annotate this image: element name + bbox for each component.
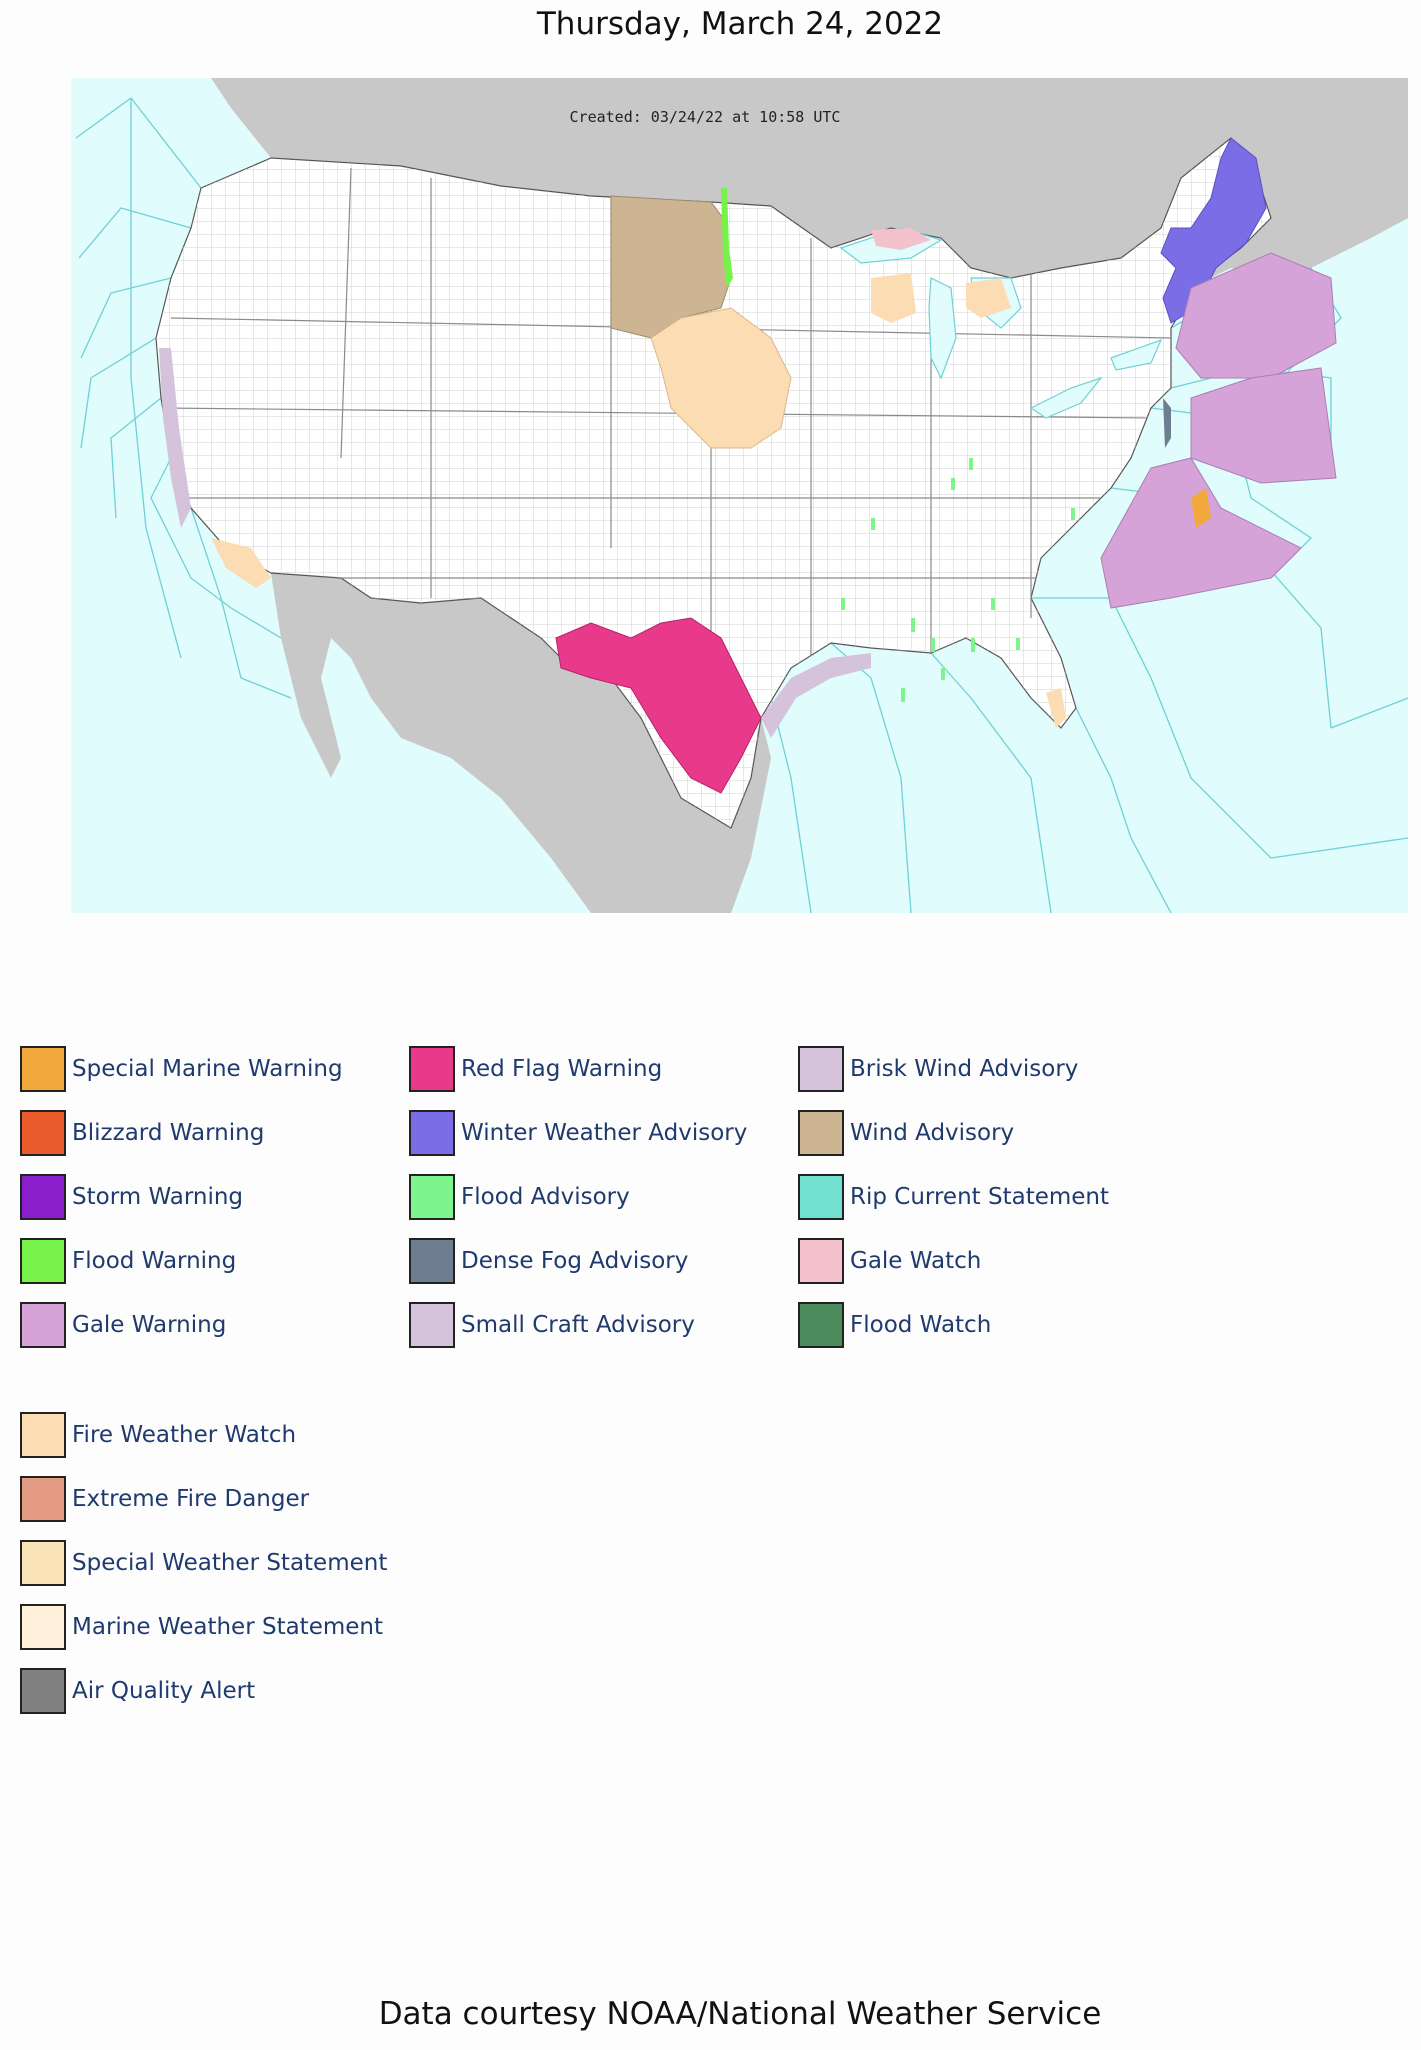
mexico-land — [271, 573, 771, 913]
legend-label: Flood Warning — [72, 1248, 237, 1274]
legend-item-gale-warning: Gale Warning — [20, 1300, 226, 1350]
legend-label: Flood Advisory — [461, 1184, 630, 1210]
legend-item-air-quality-alert: Air Quality Alert — [20, 1666, 255, 1716]
legend-label: Blizzard Warning — [72, 1120, 265, 1146]
legend-label: Rip Current Statement — [850, 1184, 1110, 1210]
legend-swatch — [409, 1238, 455, 1284]
legend-label: Winter Weather Advisory — [461, 1120, 748, 1146]
legend-label: Air Quality Alert — [72, 1678, 256, 1704]
fire-weather-watch-plains — [650, 307, 792, 449]
legend-label: Storm Warning — [72, 1184, 244, 1210]
legend-swatch — [20, 1668, 66, 1714]
gale-watch-lake-superior — [871, 228, 931, 250]
legend-swatch — [20, 1604, 66, 1650]
gale-warning-atlantic — [1175, 252, 1337, 379]
legend-swatch — [409, 1110, 455, 1156]
legend-swatch — [798, 1110, 844, 1156]
legend-label: Small Craft Advisory — [461, 1312, 695, 1338]
weather-alert-map: Created: 03/24/22 at 10:58 UTC — [71, 78, 1408, 913]
legend-label: Special Marine Warning — [72, 1056, 343, 1082]
legend-item-rip-current-statement: Rip Current Statement — [798, 1172, 1109, 1222]
legend-swatch — [798, 1174, 844, 1220]
state-boundaries — [160, 167, 1172, 678]
special-marine-warning-chesapeake — [1191, 488, 1211, 528]
legend-item-storm-warning: Storm Warning — [20, 1172, 243, 1222]
fire-weather-watch-wisconsin — [871, 273, 916, 323]
legend-label: Gale Watch — [850, 1248, 982, 1274]
legend-label: Fire Weather Watch — [72, 1422, 297, 1448]
legend-label: Special Weather Statement — [72, 1550, 388, 1576]
red-flag-warning-texas — [555, 617, 762, 794]
map-date-title: Thursday, March 24, 2022 — [536, 6, 944, 42]
legend-label: Gale Warning — [72, 1312, 227, 1338]
legend-item-flood-watch: Flood Watch — [798, 1300, 991, 1350]
legend-item-extreme-fire-danger: Extreme Fire Danger — [20, 1474, 309, 1524]
legend-label: Marine Weather Statement — [72, 1614, 384, 1640]
legend-label: Brisk Wind Advisory — [850, 1056, 1079, 1082]
legend-label: Flood Watch — [850, 1312, 992, 1338]
legend-item-small-craft-advisory: Small Craft Advisory — [409, 1300, 695, 1350]
data-credit: Data courtesy NOAA/National Weather Serv… — [378, 1996, 1102, 2032]
legend-swatch — [798, 1046, 844, 1092]
legend-item-blizzard-warning: Blizzard Warning — [20, 1108, 264, 1158]
legend-swatch — [20, 1238, 66, 1284]
small-craft-advisory-pacific — [159, 348, 191, 528]
gale-warning-carolinas — [1100, 457, 1302, 609]
legend-swatch — [409, 1046, 455, 1092]
wind-advisory-area — [610, 195, 732, 339]
dense-fog-advisory-coast — [1163, 398, 1171, 448]
legend-swatch — [798, 1302, 844, 1348]
legend-label: Red Flag Warning — [461, 1056, 663, 1082]
small-craft-advisory-gulf — [761, 653, 871, 738]
legend-swatch — [798, 1238, 844, 1284]
legend-swatch — [20, 1540, 66, 1586]
legend-item-flood-advisory: Flood Advisory — [409, 1172, 630, 1222]
winter-weather-advisory-northeast — [1160, 137, 1267, 324]
legend-swatch — [20, 1476, 66, 1522]
flood-warning-red-river — [721, 188, 733, 288]
legend-swatch — [409, 1174, 455, 1220]
legend-item-red-flag-warning: Red Flag Warning — [409, 1044, 662, 1094]
legend-item-dense-fog-advisory: Dense Fog Advisory — [409, 1236, 688, 1286]
legend-label: Dense Fog Advisory — [461, 1248, 689, 1274]
legend-swatch — [20, 1302, 66, 1348]
legend-item-special-marine-warning: Special Marine Warning — [20, 1044, 343, 1094]
legend-item-brisk-wind-advisory: Brisk Wind Advisory — [798, 1044, 1078, 1094]
legend-swatch — [20, 1110, 66, 1156]
legend-swatch — [20, 1174, 66, 1220]
legend-item-fire-weather-watch: Fire Weather Watch — [20, 1410, 296, 1460]
legend-item-wind-advisory: Wind Advisory — [798, 1108, 1014, 1158]
legend-item-winter-weather-advisory: Winter Weather Advisory — [409, 1108, 747, 1158]
map-created-stamp: Created: 03/24/22 at 10:58 UTC — [570, 108, 841, 126]
legend-swatch — [409, 1302, 455, 1348]
fire-weather-watch-michigan — [966, 278, 1011, 318]
legend-item-flood-warning: Flood Warning — [20, 1236, 236, 1286]
legend-item-gale-watch: Gale Watch — [798, 1236, 981, 1286]
fire-weather-watch-socal — [211, 538, 271, 588]
legend-item-special-weather-statement: Special Weather Statement — [20, 1538, 387, 1588]
legend-swatch — [20, 1046, 66, 1092]
legend-label: Wind Advisory — [850, 1120, 1015, 1146]
legend-item-marine-weather-statement: Marine Weather Statement — [20, 1602, 383, 1652]
flood-advisories-scattered — [841, 458, 1075, 702]
fire-weather-watch-florida — [1046, 688, 1066, 728]
legend-swatch — [20, 1412, 66, 1458]
legend-label: Extreme Fire Danger — [72, 1486, 310, 1512]
